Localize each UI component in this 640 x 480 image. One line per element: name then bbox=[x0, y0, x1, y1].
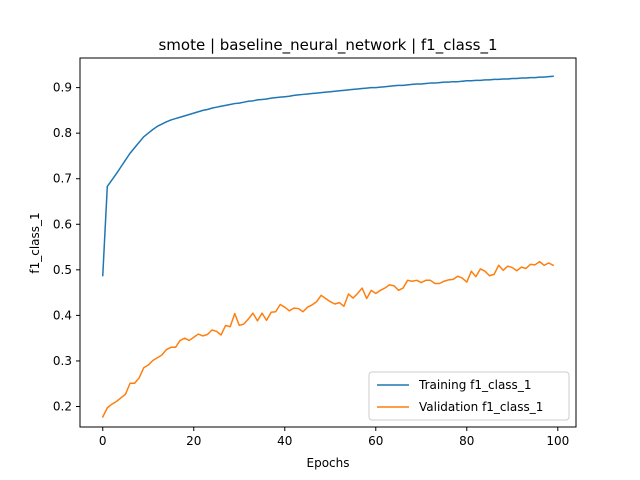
y-tick-label: 0.9 bbox=[53, 81, 72, 95]
x-tick-label: 40 bbox=[277, 434, 292, 448]
x-tick-label: 0 bbox=[99, 434, 107, 448]
x-tick-label: 60 bbox=[368, 434, 383, 448]
x-axis-label: Epochs bbox=[307, 456, 350, 470]
series-line-validation bbox=[102, 260, 554, 418]
y-tick-label: 0.8 bbox=[53, 126, 72, 140]
y-tick-label: 0.5 bbox=[53, 263, 72, 277]
x-tick-label: 80 bbox=[459, 434, 474, 448]
y-axis-label: f1_class_1 bbox=[28, 212, 42, 273]
legend-box bbox=[368, 371, 570, 421]
plot-frame bbox=[79, 57, 577, 428]
legend-label-validation: Validation f1_class_1 bbox=[419, 400, 543, 414]
legend: Training f1_class_1 Validation f1_class_… bbox=[368, 371, 570, 421]
x-tick-label: 20 bbox=[186, 434, 201, 448]
y-tick-label: 0.7 bbox=[53, 172, 72, 186]
legend-label-training: Training f1_class_1 bbox=[418, 378, 531, 392]
chart-title: smote | baseline_neural_network | f1_cla… bbox=[158, 36, 497, 55]
series-line-training bbox=[102, 75, 554, 277]
y-tick-label: 0.6 bbox=[53, 217, 72, 231]
y-tick-label: 0.2 bbox=[53, 400, 72, 414]
y-tick-label: 0.3 bbox=[53, 354, 72, 368]
y-tick-label: 0.4 bbox=[53, 308, 72, 322]
axis-ticks: 0 20 40 60 80 100 0.2 0.3 0.4 0.5 0.6 0.7 0.8 0.9 bbox=[53, 81, 569, 448]
x-tick-label: 100 bbox=[546, 434, 569, 448]
series-lines bbox=[102, 75, 554, 418]
